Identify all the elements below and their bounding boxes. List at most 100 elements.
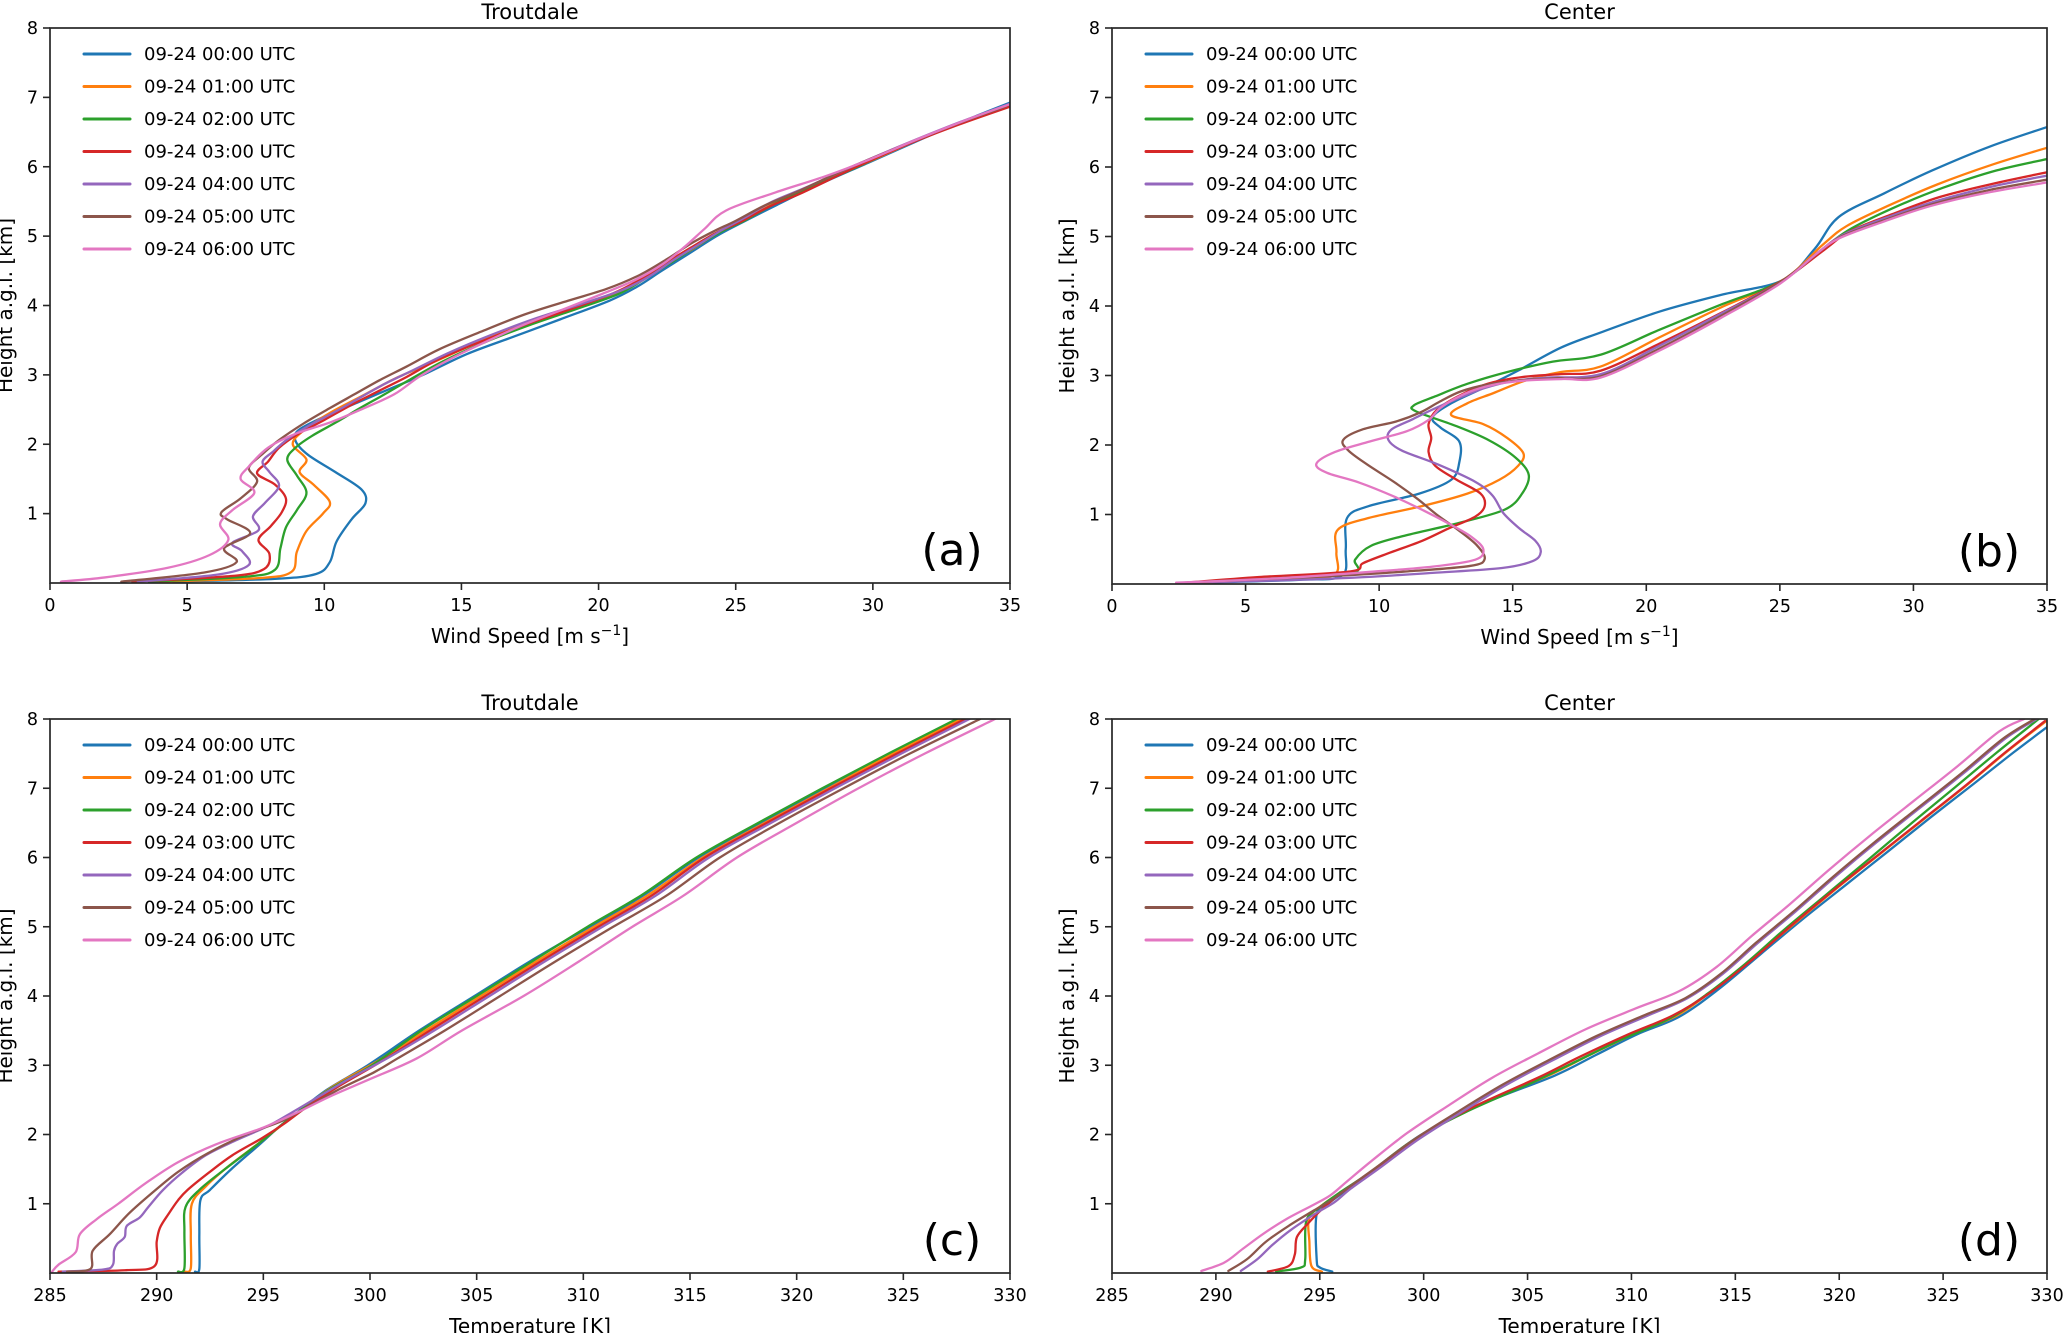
y-tick-label: 7 (27, 779, 38, 799)
x-tick-label: 25 (725, 596, 747, 616)
x-tick-label: 30 (862, 596, 884, 616)
legend: 09-24 00:00 UTC 09-24 01:00 UTC 09-24 02:0… (1144, 735, 1357, 951)
x-tick-label: 5 (1240, 597, 1251, 617)
x-axis-label: Temperature [K] (1498, 1314, 1661, 1333)
series-line-2 (176, 719, 958, 1273)
panel-title: Center (1544, 691, 1615, 715)
x-tick-label: 10 (1368, 597, 1390, 617)
series-line-1 (1196, 146, 2047, 584)
series-line-4 (61, 719, 971, 1273)
y-tick-label: 6 (1089, 849, 1100, 869)
legend-label-1: 09-24 01:00 UTC (1206, 77, 1357, 98)
series-group (59, 101, 1010, 583)
series-line-3 (57, 719, 967, 1273)
x-tick-label: 15 (1502, 597, 1524, 617)
y-tick-label: 4 (1089, 987, 1100, 1007)
x-tick-label: 305 (1511, 1286, 1544, 1306)
y-tick-label: 8 (1089, 710, 1100, 730)
series-line-4 (1188, 174, 2047, 584)
y-tick-label: 4 (1089, 297, 1100, 317)
legend-label-0: 09-24 00:00 UTC (1206, 735, 1357, 756)
legend-label-2: 09-24 02:00 UTC (144, 109, 295, 130)
y-axis-label: Height a.g.l. [km] (0, 908, 17, 1083)
legend-label-0: 09-24 00:00 UTC (144, 44, 295, 65)
y-tick-label: 3 (27, 366, 38, 386)
panel-title: Troutdale (480, 0, 578, 24)
series-group (1174, 125, 2047, 584)
x-tick-label: 0 (1106, 597, 1117, 617)
panel-letter: (a) (921, 525, 982, 576)
y-tick-label: 2 (27, 1126, 38, 1146)
y-tick-label: 6 (27, 849, 38, 869)
x-tick-label: 325 (1926, 1286, 1959, 1306)
x-tick-label: 325 (887, 1286, 920, 1306)
series-line-6 (59, 102, 1010, 583)
x-tick-label: 15 (450, 596, 472, 616)
legend-label-4: 09-24 04:00 UTC (1206, 865, 1357, 886)
legend-label-2: 09-24 02:00 UTC (1206, 109, 1357, 130)
series-group (1200, 719, 2047, 1273)
series-line-0 (172, 101, 1010, 583)
y-tick-label: 5 (1089, 228, 1100, 248)
legend-label-5: 09-24 05:00 UTC (144, 898, 295, 919)
series-line-3 (1266, 719, 2047, 1273)
chart-a: Troutdale 0 5 10 15 20 25 30 35 1 2 3 4 5 6 7 8 Wind Spee… (0, 0, 1021, 648)
legend-label-5: 09-24 05:00 UTC (144, 207, 295, 228)
x-tick-label: 315 (673, 1286, 706, 1306)
panel-troutdale-wind: Troutdale 0 5 10 15 20 25 30 35 1 2 3 4 5 6 7 8 Wind Spee… (0, 0, 1033, 666)
x-tick-label: 330 (993, 1286, 1026, 1306)
y-tick-label: 8 (27, 710, 38, 730)
series-line-6 (1174, 181, 2047, 584)
y-tick-label: 6 (27, 158, 38, 178)
x-tick-label: 25 (1769, 597, 1791, 617)
panel-letter: (c) (923, 1215, 982, 1266)
legend-label-6: 09-24 06:00 UTC (1206, 930, 1357, 951)
x-axis-label: Wind Speed [m s−1] (1480, 624, 1678, 649)
series-line-4 (1239, 719, 2038, 1273)
y-tick-label: 1 (27, 1195, 38, 1215)
x-tick-label: 310 (1615, 1286, 1648, 1306)
x-tick-label: 290 (140, 1286, 173, 1306)
legend-label-3: 09-24 03:00 UTC (144, 833, 295, 854)
y-tick-label: 3 (1089, 367, 1100, 387)
y-tick-label: 1 (1089, 1195, 1100, 1215)
legend-label-1: 09-24 01:00 UTC (144, 77, 295, 98)
panel-title: Troutdale (480, 691, 578, 715)
legend-label-3: 09-24 03:00 UTC (1206, 142, 1357, 163)
x-tick-label: 300 (353, 1286, 386, 1306)
x-tick-label: 285 (1095, 1286, 1128, 1306)
chart-b: Center 0 5 10 15 20 25 30 35 1 2 3 4 5 6 7 8 Wind Speed [… (1055, 0, 2058, 649)
x-tick-label: 320 (1823, 1286, 1856, 1306)
y-tick-label: 4 (27, 987, 38, 1007)
series-line-6 (1200, 719, 2026, 1273)
x-tick-label: 320 (780, 1286, 813, 1306)
legend-label-6: 09-24 06:00 UTC (144, 239, 295, 260)
y-tick-label: 2 (1089, 436, 1100, 456)
legend-label-5: 09-24 05:00 UTC (1206, 898, 1357, 919)
x-tick-label: 10 (313, 596, 335, 616)
series-line-5 (65, 719, 982, 1273)
x-tick-label: 300 (1407, 1286, 1440, 1306)
panel-troutdale-temperature: Troutdale 285 290 295 300 305 310 315 320 325 330 1… (0, 667, 1033, 1333)
y-tick-label: 6 (1089, 158, 1100, 178)
x-tick-label: 5 (182, 596, 193, 616)
series-line-6 (50, 719, 997, 1273)
legend-label-4: 09-24 04:00 UTC (144, 174, 295, 195)
y-tick-label: 2 (1089, 1126, 1100, 1146)
y-tick-label: 1 (27, 505, 38, 525)
x-tick-label: 35 (2036, 597, 2058, 617)
legend-label-1: 09-24 01:00 UTC (1206, 768, 1357, 789)
series-line-3 (131, 105, 1010, 583)
legend-label-4: 09-24 04:00 UTC (144, 865, 295, 886)
y-tick-label: 8 (27, 19, 38, 39)
y-tick-label: 1 (1089, 506, 1100, 526)
y-tick-label: 7 (1089, 89, 1100, 109)
series-group (50, 719, 997, 1273)
x-tick-label: 0 (44, 596, 55, 616)
legend-label-2: 09-24 02:00 UTC (144, 800, 295, 821)
chart-d: Center 285 290 295 300 305 310 315 320 325 330 1 2 3 4… (1055, 691, 2064, 1333)
series-line-0 (193, 719, 960, 1273)
y-tick-label: 7 (27, 88, 38, 108)
